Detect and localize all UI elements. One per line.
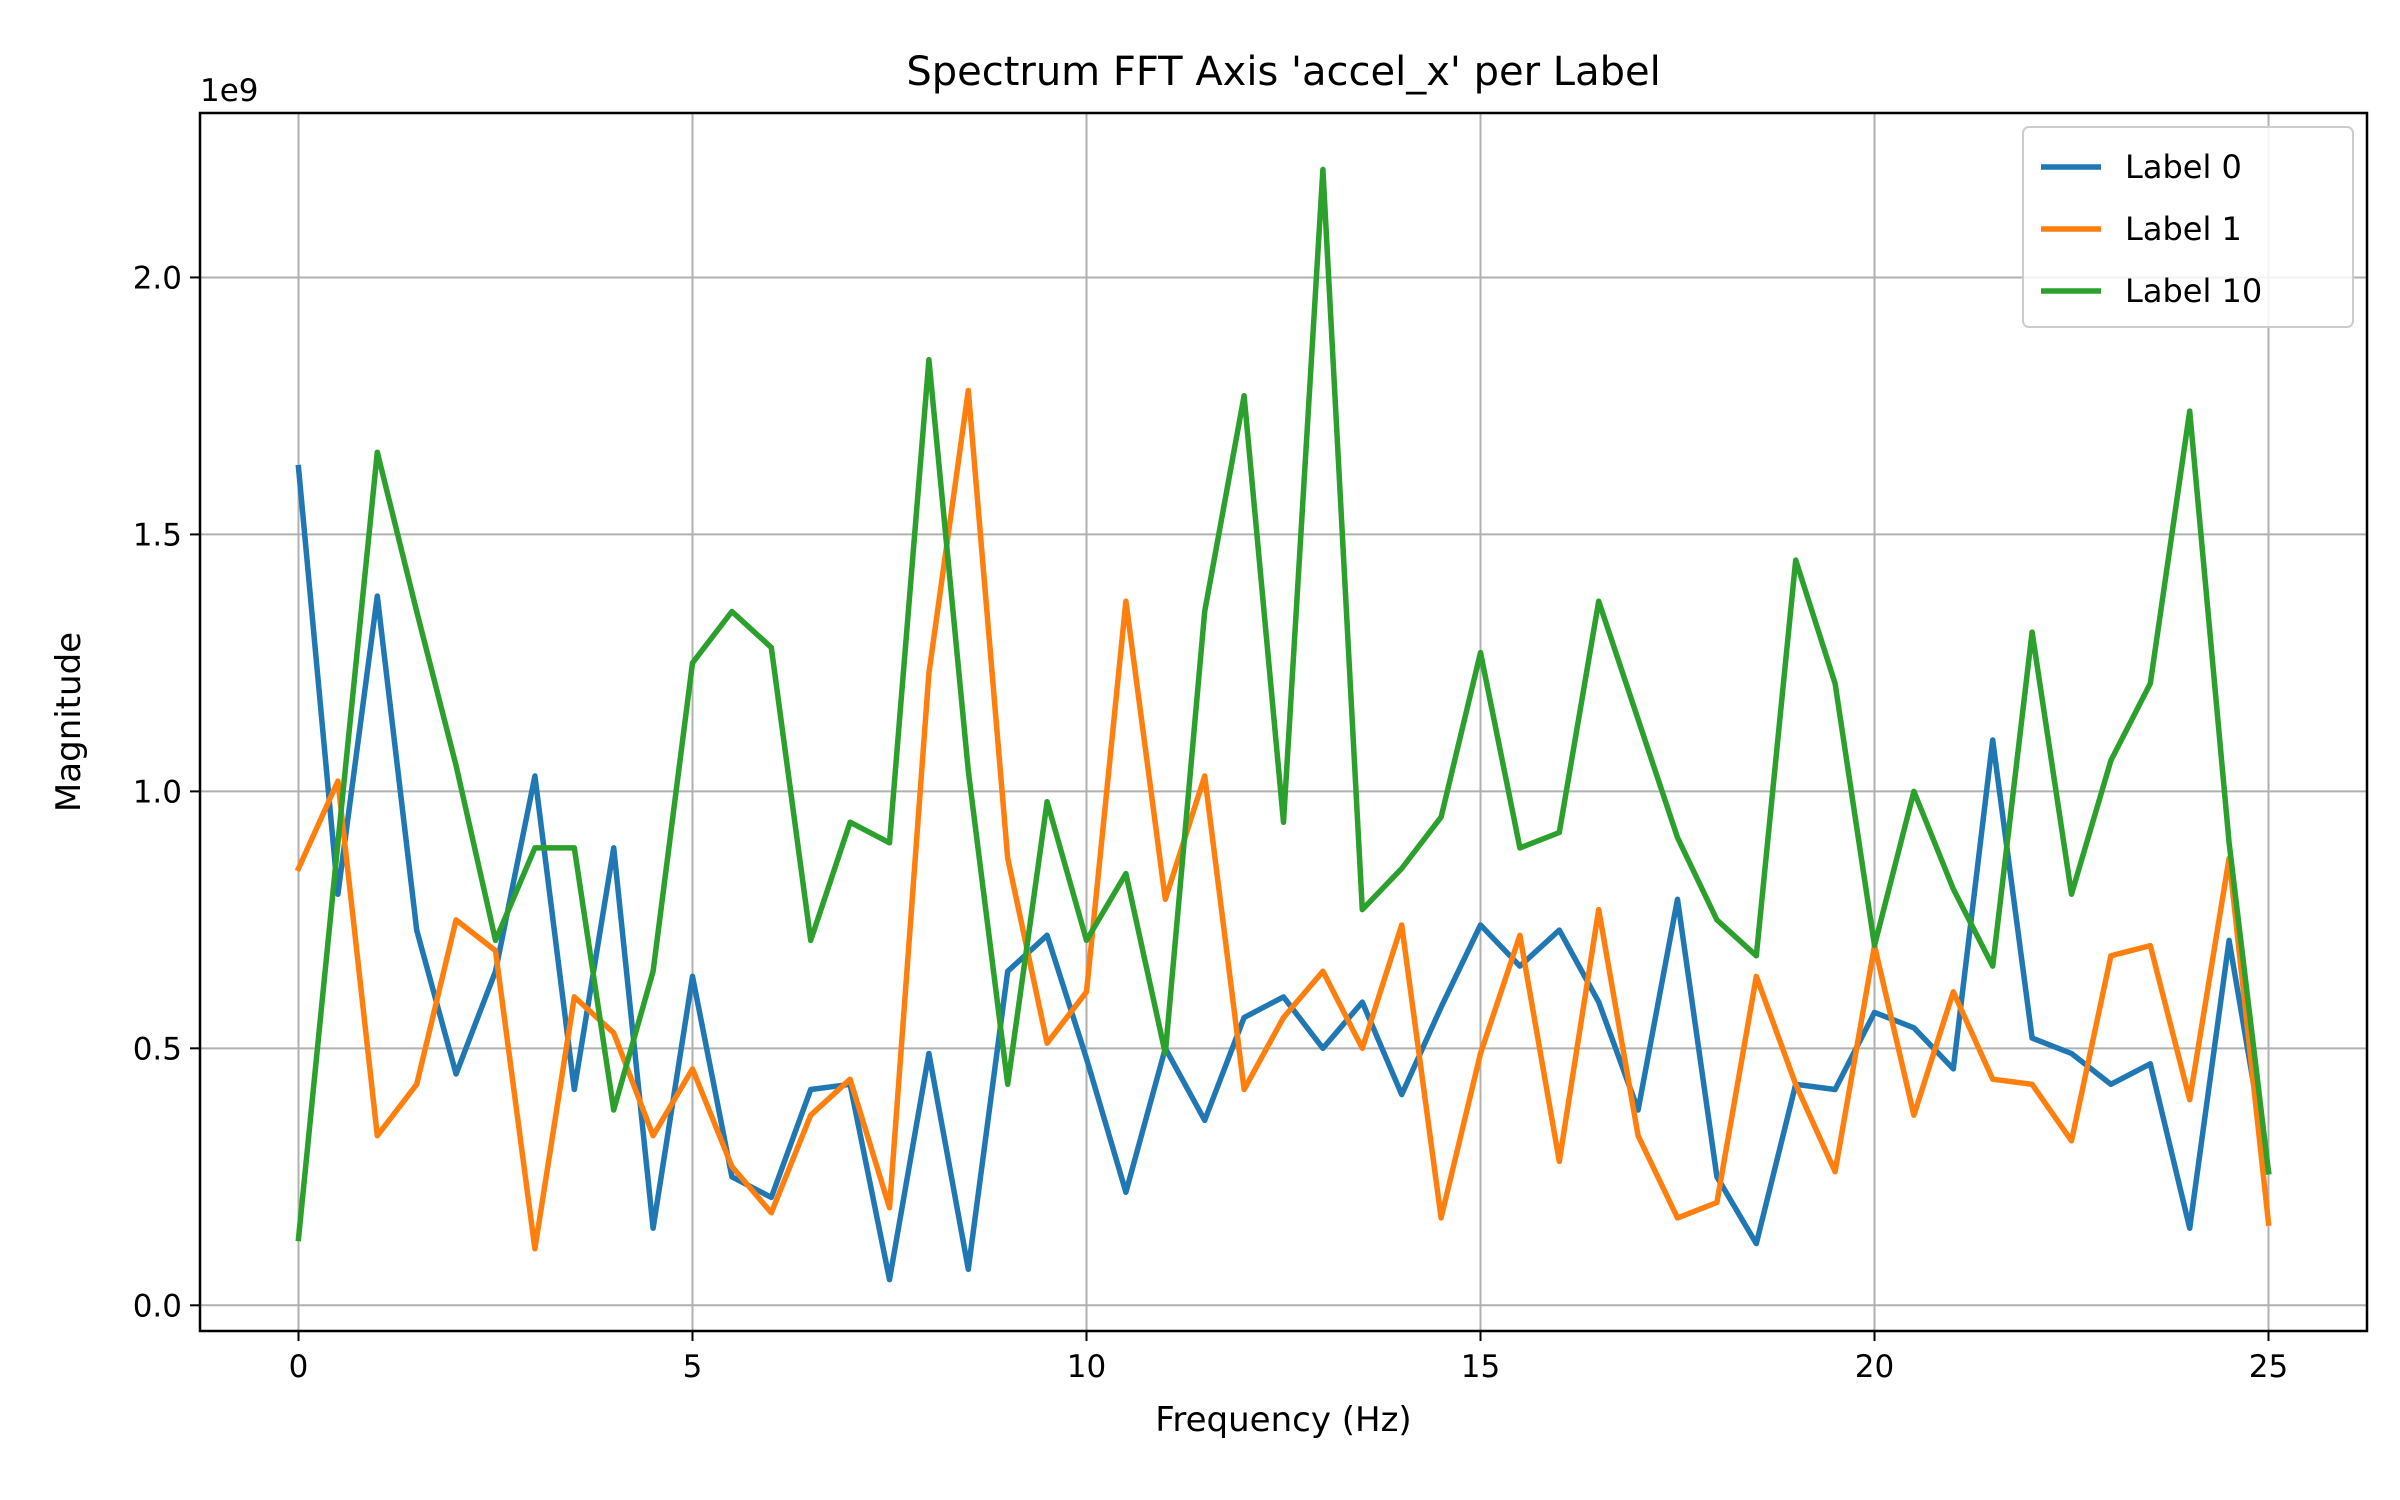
x-tick-label: 25 (2249, 1349, 2288, 1385)
x-axis-label: Frequency (Hz) (1155, 1400, 1411, 1440)
legend-items: Label 0 Label 1 Label 10 (2041, 148, 2262, 310)
y-tick-label: 1.5 (133, 517, 182, 553)
x-tick-label: 5 (683, 1349, 703, 1385)
series-line-label-0 (295, 464, 2272, 1283)
x-tick-label: 0 (289, 1349, 309, 1385)
legend: Label 0 Label 1 Label 10 (2022, 126, 2354, 328)
legend-box (2022, 126, 2354, 328)
x-tick-label: 20 (1855, 1349, 1894, 1385)
x-tick-label: 10 (1067, 1349, 1106, 1385)
y-axis-label: Magnitude (49, 632, 89, 812)
y-tick-label: 0.0 (133, 1288, 182, 1324)
legend-label-label-10: Label 10 (2125, 272, 2262, 310)
series-line-label-10 (295, 166, 2272, 1242)
y-tick-label: 0.5 (133, 1031, 182, 1067)
chart-title: Spectrum FFT Axis 'accel_x' per Label (906, 49, 1660, 95)
y-tick-label: 1.0 (133, 774, 182, 810)
plot-frame (198, 111, 2369, 1333)
axis-ticks: 0 5 10 15 20 25 0.0 0.5 1.0 1.5 2.0 (133, 260, 2289, 1385)
y-axis-offset-text: 1e9 (200, 73, 259, 109)
legend-label-label-1: Label 1 (2125, 210, 2242, 248)
series-lines (294, 166, 2272, 1283)
grid-lines (200, 113, 2367, 1331)
y-tick-label: 2.0 (133, 260, 182, 296)
legend-label-label-0: Label 0 (2125, 148, 2242, 186)
x-tick-label: 15 (1461, 1349, 1500, 1385)
